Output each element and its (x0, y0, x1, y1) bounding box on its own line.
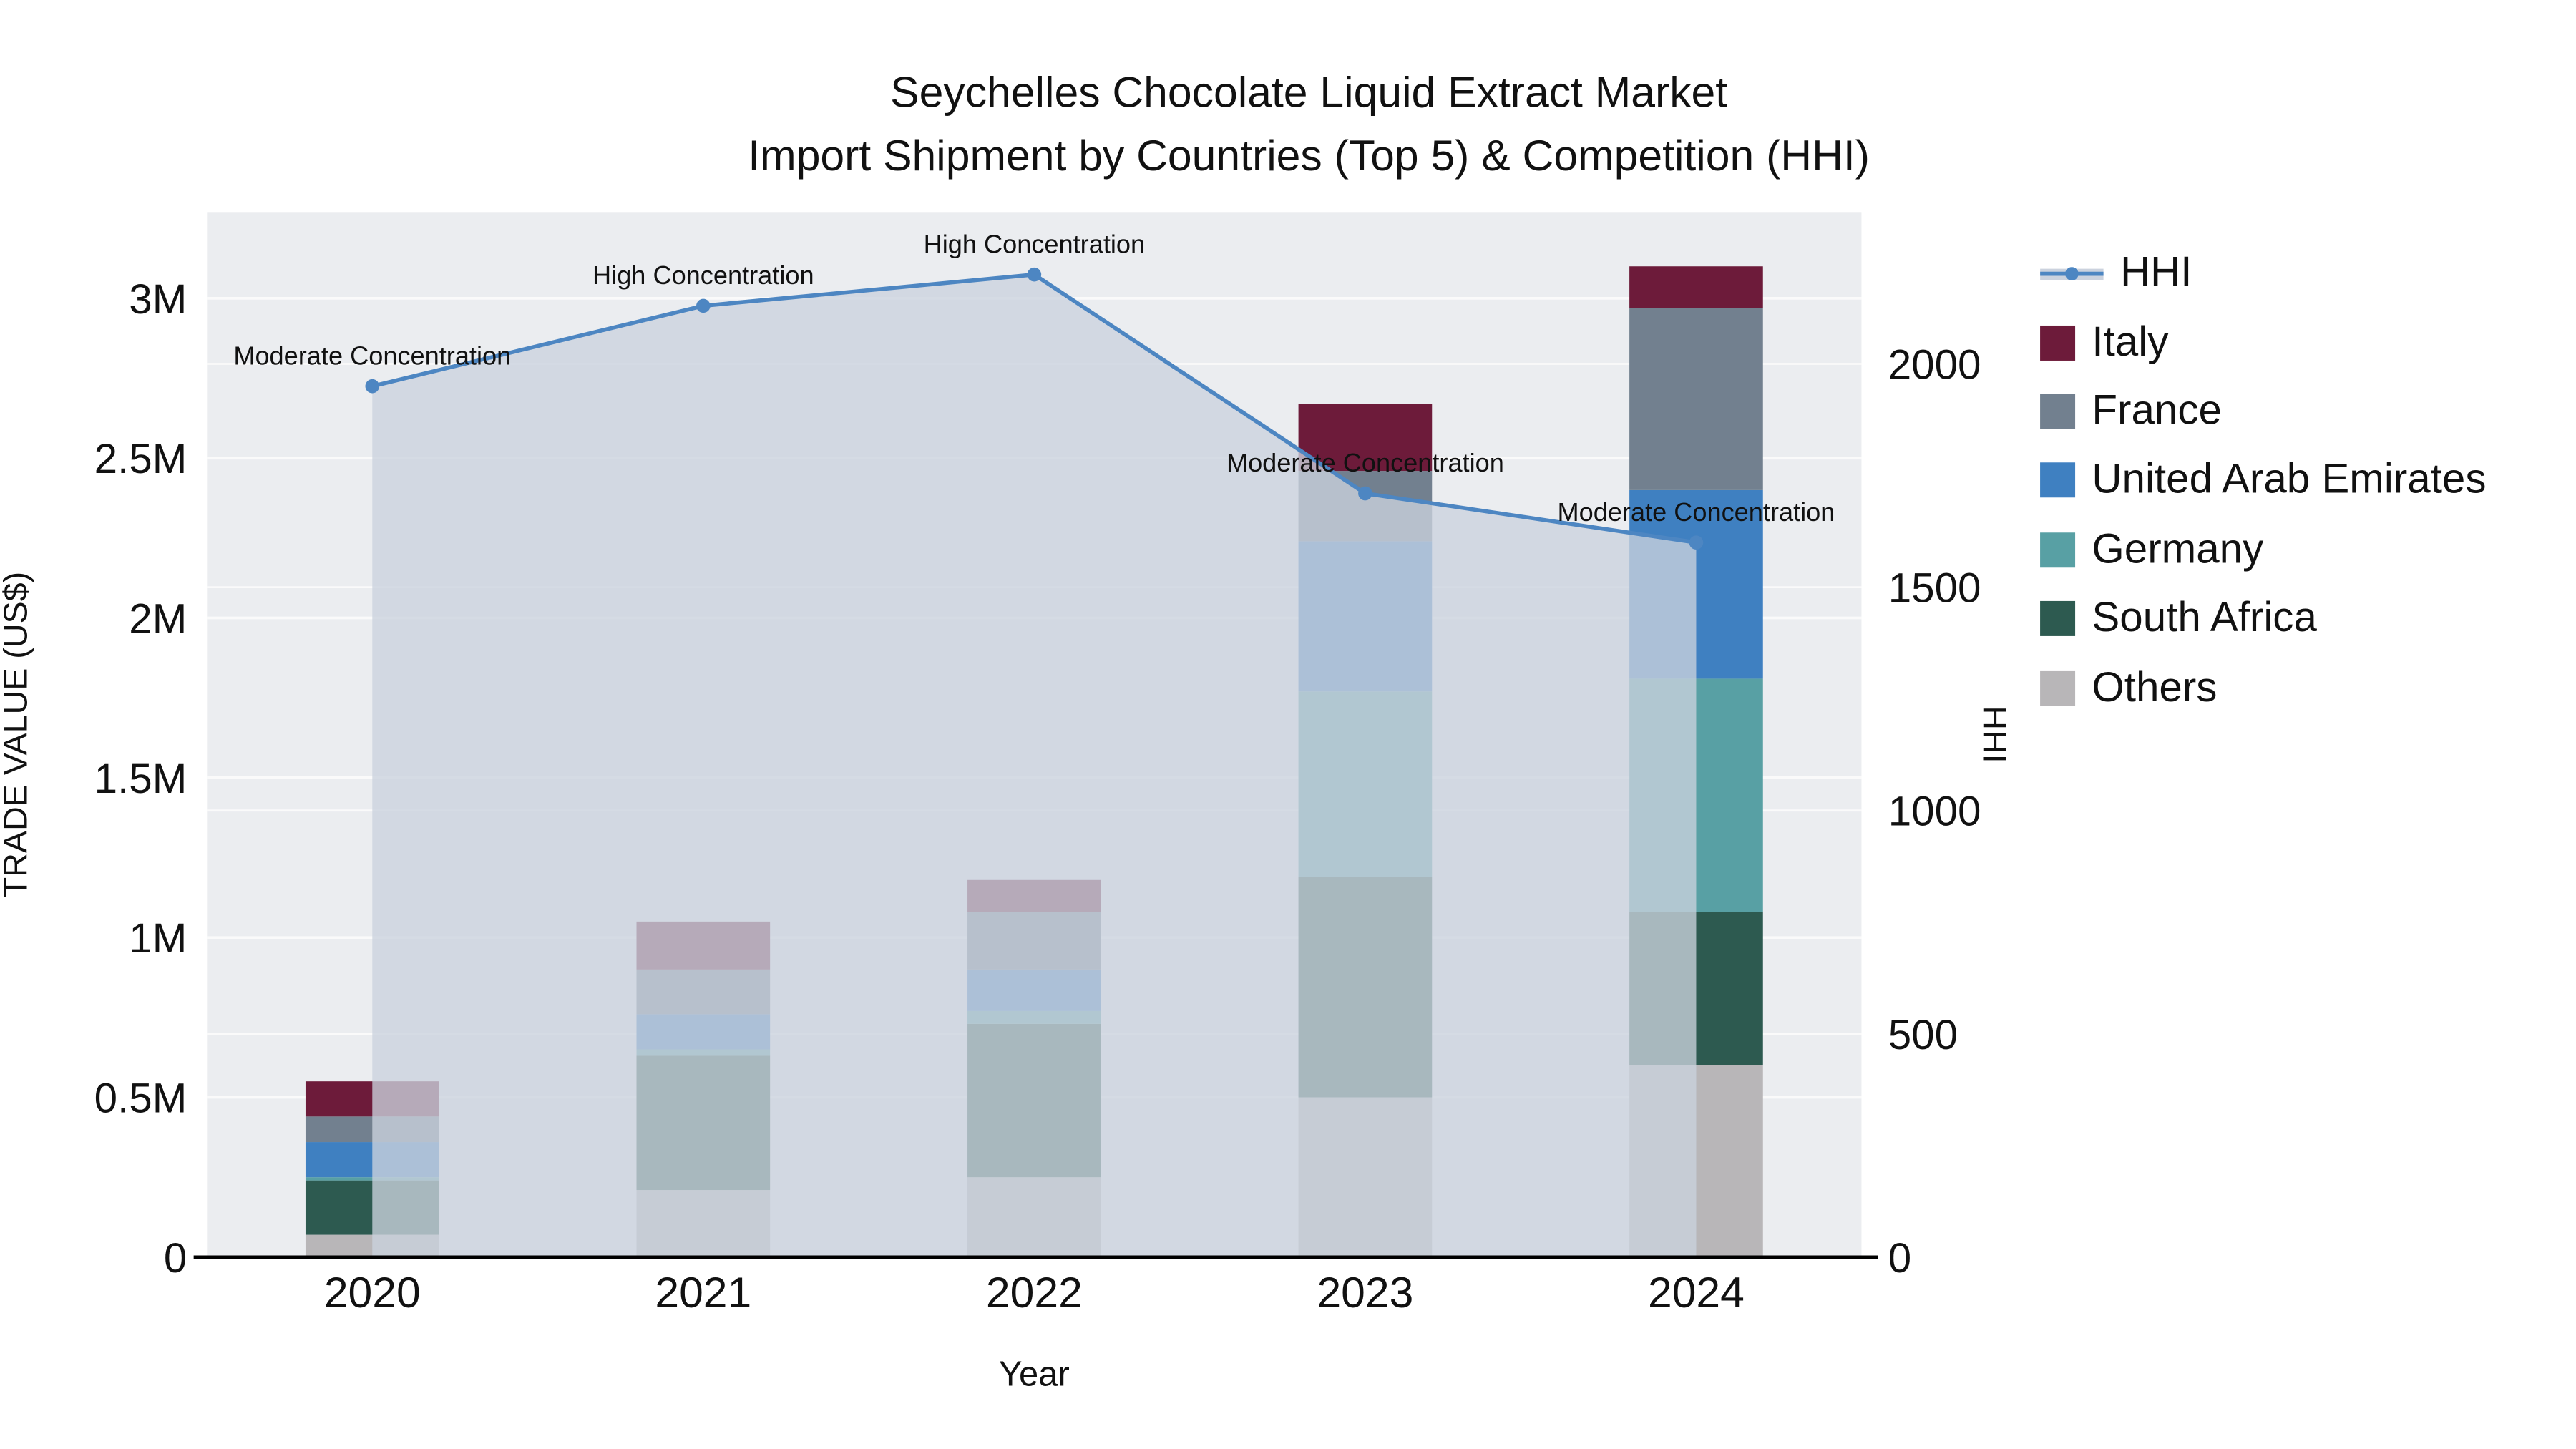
legend-label-hhi: HHI (2120, 249, 2192, 296)
right-axis-title: HHI (1976, 706, 2014, 763)
left-axis-tick-1.5M: 1.5M (94, 756, 187, 802)
left-axis-tick-0: 0 (164, 1235, 187, 1282)
legend-label-uae: United Arab Emirates (2092, 456, 2487, 504)
chart-title: Seychelles Chocolate Liquid Extract Mark… (0, 60, 2576, 187)
legend-item-france[interactable]: France (2040, 377, 2486, 447)
hhi-area (372, 274, 1697, 1257)
legend-item-hhi[interactable]: HHI (2040, 239, 2486, 308)
right-axis-tick-1000: 1000 (1888, 789, 1981, 835)
legend-swatch-others (2040, 670, 2076, 706)
hhi-annotation-2024: Moderate Concentration (1557, 497, 1835, 527)
chart-title-line1: Seychelles Chocolate Liquid Extract Mark… (890, 67, 1728, 117)
bar-segment-france-2024[interactable] (1629, 308, 1763, 490)
hhi-marker-2024[interactable] (1689, 535, 1704, 550)
bar-segment-italy-2023[interactable] (1298, 404, 1433, 472)
x-axis-tick-2022: 2022 (986, 1268, 1083, 1317)
chart-title-line2: Import Shipment by Countries (Top 5) & C… (748, 130, 1870, 180)
legend-item-others[interactable]: Others (2040, 653, 2486, 723)
left-axis-tick-2.5M: 2.5M (94, 436, 187, 482)
hhi-annotation-2020: Moderate Concentration (233, 341, 511, 370)
legend-label-germany: Germany (2092, 525, 2264, 572)
left-axis-tick-3M: 3M (129, 276, 187, 323)
hhi-marker-2020[interactable] (365, 379, 380, 394)
x-axis-tick-2024: 2024 (1648, 1268, 1745, 1317)
hhi-annotation-2021: High Concentration (592, 260, 814, 290)
hhi-marker-2023[interactable] (1358, 486, 1372, 501)
left-axis-tick-1M: 1M (129, 915, 187, 962)
bar-segment-germany-2020[interactable] (305, 1177, 439, 1181)
legend-item-south-africa[interactable]: South Africa (2040, 584, 2486, 653)
hhi-marker-2021[interactable] (696, 298, 711, 313)
hhi-annotation-2023: Moderate Concentration (1226, 448, 1504, 477)
hhi-line-sample-icon (2040, 266, 2104, 280)
right-axis-tick-0: 0 (1888, 1235, 1911, 1282)
x-axis-tick-2021: 2021 (655, 1268, 751, 1317)
legend-swatch-italy (2040, 324, 2076, 360)
hhi-marker-2022[interactable] (1027, 267, 1042, 282)
right-axis-tick-1500: 1500 (1888, 565, 1981, 612)
left-axis-tick-0.5M: 0.5M (94, 1075, 187, 1122)
x-axis-tick-2023: 2023 (1317, 1268, 1413, 1317)
right-axis-tick-2000: 2000 (1888, 342, 1981, 389)
legend-swatch-france (2040, 394, 2076, 429)
legend-swatch-germany (2040, 532, 2076, 567)
x-axis-tick-2020: 2020 (324, 1268, 421, 1317)
legend-swatch-south-africa (2040, 601, 2076, 637)
bar-segment-italy-2024[interactable] (1629, 266, 1763, 308)
right-axis-tick-500: 500 (1888, 1012, 1958, 1058)
left-axis-tick-2M: 2M (129, 596, 187, 643)
x-axis-title: Year (999, 1355, 1070, 1393)
legend-item-germany[interactable]: Germany (2040, 515, 2486, 585)
legend-item-italy[interactable]: Italy (2040, 308, 2486, 377)
legend: HHI Italy France United Arab Emirates Ge… (2040, 239, 2487, 723)
hhi-annotation-2022: High Concentration (924, 229, 1146, 258)
legend-item-uae[interactable]: United Arab Emirates (2040, 446, 2487, 515)
legend-swatch-uae (2040, 463, 2076, 499)
legend-label-italy: Italy (2092, 318, 2169, 365)
legend-label-france: France (2092, 387, 2222, 434)
legend-label-south-africa: South Africa (2092, 594, 2317, 642)
legend-label-others: Others (2092, 663, 2218, 711)
left-axis-title: TRADE VALUE (US$) (0, 572, 34, 897)
